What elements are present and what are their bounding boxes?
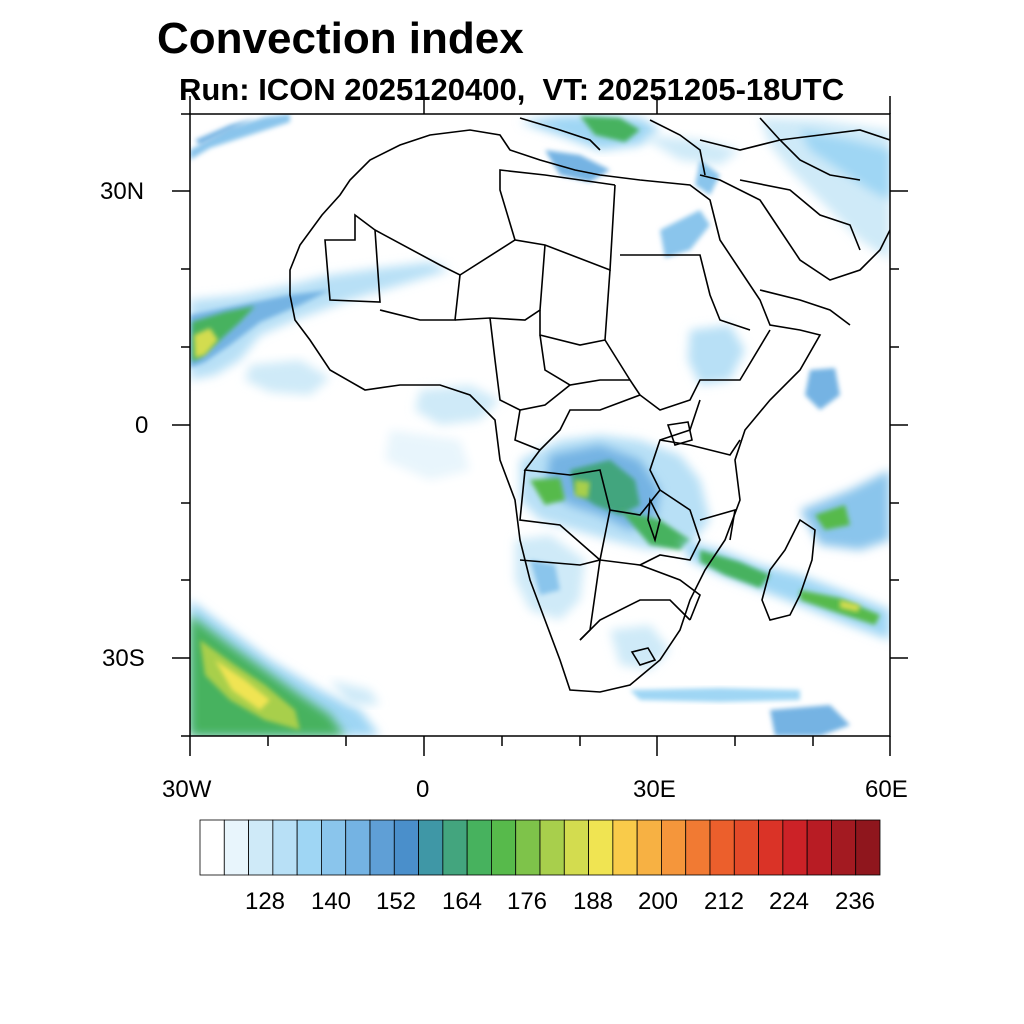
colorbar-label: 164 [441, 888, 483, 915]
colorbar-swatch [345, 819, 371, 876]
map-subtitle: Run: ICON 2025120400, VT: 20251205-18UTC [179, 72, 845, 107]
colorbar-swatch [563, 819, 589, 876]
axis-ticks [172, 96, 908, 756]
colorbar-swatch [539, 819, 565, 876]
colorbar-label: 212 [703, 888, 745, 915]
colorbar-swatch [515, 819, 541, 876]
colorbar-label: 176 [506, 888, 548, 915]
lon-label-30w: 30W [162, 776, 212, 803]
colorbar [199, 819, 881, 876]
colorbar-swatch [588, 819, 614, 876]
colorbar-swatch [223, 819, 249, 876]
lon-label-30e: 30E [633, 776, 676, 803]
colorbar-swatch [685, 819, 711, 876]
colorbar-swatch [636, 819, 662, 876]
colorbar-swatch [709, 819, 735, 876]
colorbar-swatch [806, 819, 832, 876]
colorbar-label: 236 [834, 888, 876, 915]
plot-frame [189, 113, 891, 737]
colorbar-swatch [733, 819, 759, 876]
colorbar-swatch [321, 819, 347, 876]
colorbar-label: 140 [310, 888, 352, 915]
colorbar-swatch [612, 819, 638, 876]
colorbar-swatch [855, 819, 881, 876]
lat-label-0: 0 [135, 412, 149, 439]
map-title: Convection index [157, 14, 524, 63]
colorbar-swatch [491, 819, 517, 876]
colorbar-swatch [248, 819, 274, 876]
convection-field [190, 114, 890, 736]
lon-label-60e: 60E [865, 776, 908, 803]
colorbar-swatch [466, 819, 492, 876]
lon-label-0: 0 [416, 776, 430, 803]
colorbar-swatch [393, 819, 419, 876]
colorbar-swatch [782, 819, 808, 876]
colorbar-label: 200 [637, 888, 679, 915]
colorbar-swatch [758, 819, 784, 876]
colorbar-label: 152 [375, 888, 417, 915]
colorbar-swatch [199, 819, 225, 876]
colorbar-swatch [369, 819, 395, 876]
lat-label-30n: 30N [100, 178, 145, 205]
lat-label-30s: 30S [102, 645, 145, 672]
country-borders [289, 117, 890, 693]
colorbar-swatch [661, 819, 687, 876]
colorbar-label: 224 [768, 888, 810, 915]
colorbar-swatch [831, 819, 857, 876]
colorbar-swatch [272, 819, 298, 876]
colorbar-swatch [442, 819, 468, 876]
colorbar-label: 128 [244, 888, 286, 915]
colorbar-swatch [418, 819, 444, 876]
colorbar-label: 188 [572, 888, 614, 915]
colorbar-swatch [296, 819, 322, 876]
